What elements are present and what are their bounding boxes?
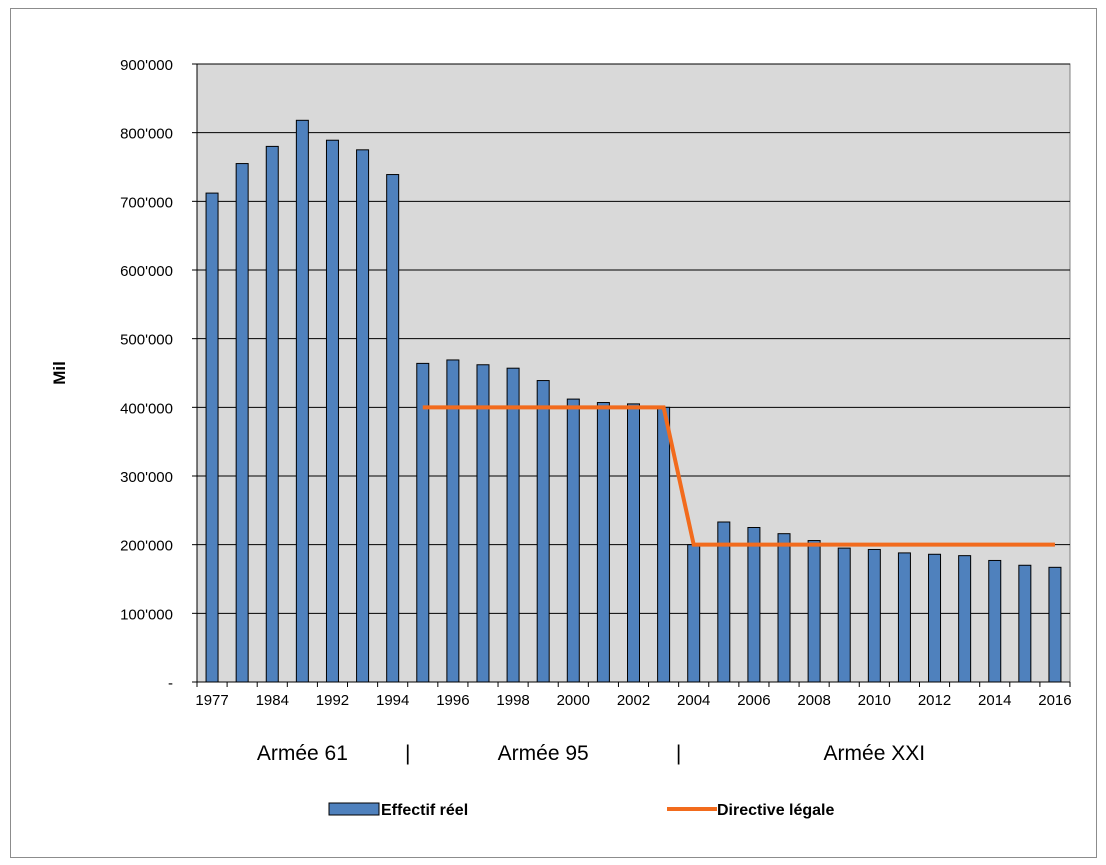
era-annotation-1: | (405, 742, 410, 765)
bar-1984 (265, 145, 279, 683)
bar-2009 (837, 547, 851, 683)
bar-1977 (205, 192, 219, 683)
bar-2001 (596, 402, 610, 683)
bar-1998 (506, 367, 520, 683)
bar-2002 (627, 403, 640, 683)
chart-svg: - 100'000 200'000 300'000 400'000 500'000 600'… (50, 57, 1072, 819)
x-tick-label-2000: 2000 (557, 692, 590, 709)
x-tick-label-1992: 1992 (316, 692, 349, 709)
bar-1994 (386, 174, 400, 683)
bar-2014 (988, 559, 1002, 683)
line-directive-legale (422, 405, 1055, 547)
y-tick-label: 400'000 (120, 400, 173, 417)
bar-1997 (476, 364, 490, 683)
x-tick-label-2002: 2002 (617, 692, 650, 709)
y-tick-label: 300'000 (120, 469, 173, 486)
era-annotation-4: Armée XXI (824, 742, 926, 765)
bar-2007 (777, 533, 791, 683)
bar-2006 (747, 527, 761, 683)
chart-frame: - 100'000 200'000 300'000 400'000 500'000 600'… (10, 8, 1097, 858)
bar-2000 (566, 398, 580, 683)
x-tick-label-1996: 1996 (436, 692, 469, 709)
x-tick-label-1994: 1994 (376, 692, 409, 709)
bar-1999 (536, 380, 550, 683)
bar-2016 (1048, 566, 1062, 683)
y-tick-label: 500'000 (120, 332, 173, 349)
x-tick-label-1977: 1977 (195, 692, 228, 709)
bar-1993 (356, 149, 370, 683)
bar-1992 (325, 139, 339, 683)
bar-2012 (928, 553, 942, 683)
legend-label-effectif-reel: Effectif réel (381, 802, 468, 819)
bar-2008 (807, 540, 821, 683)
bar-2010 (867, 548, 881, 683)
era-annotation-2: Armée 95 (498, 742, 589, 765)
bar-1987 (295, 119, 309, 683)
y-tick-label: 800'000 (120, 126, 173, 143)
legend-label-directive-legale: Directive légale (717, 802, 835, 819)
bar-2003 (657, 406, 671, 683)
legend-swatch-effectif-reel (328, 802, 380, 816)
x-tick-label-1998: 1998 (496, 692, 529, 709)
y-tick-label: 900'000 (120, 57, 173, 74)
era-annotation-3: | (676, 742, 681, 765)
y-tick-label: 100'000 (120, 606, 173, 623)
y-tick-label: 600'000 (120, 263, 173, 280)
x-tick-label-2006: 2006 (737, 692, 770, 709)
era-annotation-0: Armée 61 (257, 742, 348, 765)
y-tick-label: 700'000 (120, 194, 173, 211)
bar-2015 (1018, 564, 1032, 683)
y-tick-label: - (168, 675, 173, 692)
x-tick-label-2004: 2004 (677, 692, 710, 709)
x-tick-label-2016: 2016 (1038, 692, 1071, 709)
x-tick-label-2014: 2014 (978, 692, 1011, 709)
x-tick-label-2010: 2010 (858, 692, 891, 709)
x-tick-label-1984: 1984 (256, 692, 289, 709)
x-tick-label-2008: 2008 (797, 692, 830, 709)
bar-2011 (897, 552, 911, 683)
bar-1979 (235, 163, 249, 683)
x-tick-label-2012: 2012 (918, 692, 951, 709)
bar-1995 (416, 362, 430, 683)
y-axis-title: Mil (50, 361, 69, 385)
bar-2004 (687, 544, 701, 683)
bar-2013 (958, 555, 972, 683)
y-tick-label: 200'000 (120, 538, 173, 555)
